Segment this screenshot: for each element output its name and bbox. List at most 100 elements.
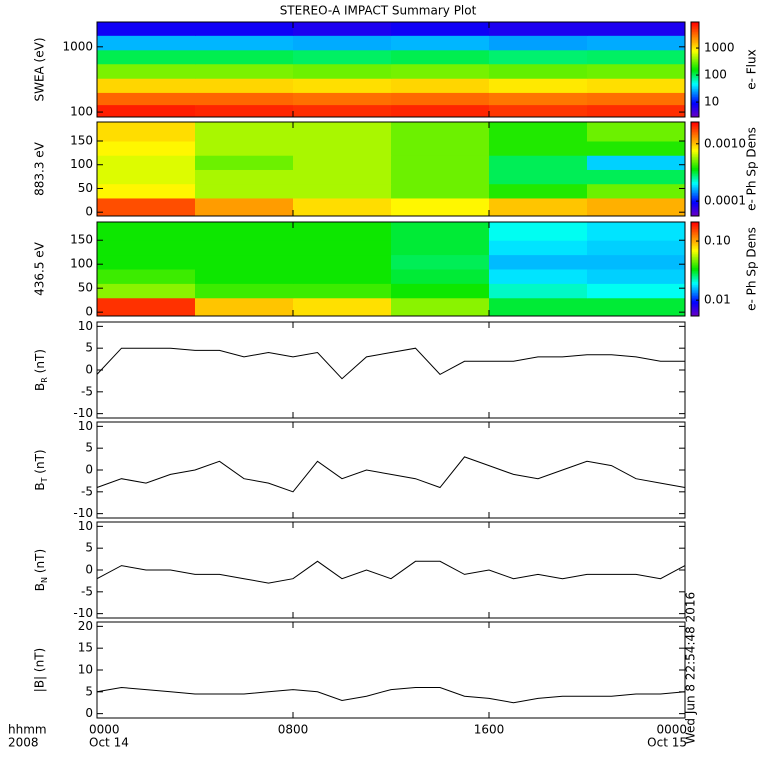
colorbar-step <box>691 136 699 139</box>
y-tick-label: 150 <box>70 233 93 247</box>
y-tick-label: -5 <box>81 484 93 498</box>
colorbar-step <box>691 44 699 47</box>
heat-cell <box>293 169 392 185</box>
colorbar-step <box>691 183 699 186</box>
colorbar-step <box>691 162 699 165</box>
colorbar-step <box>691 212 699 215</box>
colorbar-step <box>691 71 699 74</box>
heat-cell <box>195 63 294 79</box>
heat-cell <box>293 297 392 317</box>
heat-cell <box>489 140 588 156</box>
colorbar-step <box>691 211 699 214</box>
y-label-sub: T <box>40 477 49 483</box>
heat-cell <box>97 222 196 241</box>
colorbar-step <box>691 170 699 173</box>
heat-cell <box>489 78 588 93</box>
y-tick-label: 0 <box>85 305 93 319</box>
colorbar-label: e- Ph Sp Dens <box>745 227 759 311</box>
colorbar-step <box>691 258 699 261</box>
y-tick-label: 50 <box>78 181 93 195</box>
colorbar-step <box>691 47 699 50</box>
heat-cell <box>489 92 588 106</box>
heat-cell <box>587 22 686 36</box>
colorbar-frame <box>690 121 700 217</box>
colorbar-step <box>691 283 699 286</box>
y-tick-label: 5 <box>85 541 93 555</box>
colorbar-step <box>691 150 699 153</box>
colorbar-step <box>691 200 699 203</box>
heat-cell <box>391 92 490 106</box>
heat-cell <box>587 92 686 106</box>
y-label-main: B <box>33 482 47 490</box>
heat-cell <box>489 155 588 170</box>
heat-cell <box>195 297 294 317</box>
heat-cell <box>97 254 196 270</box>
y-tick-label: 100 <box>70 157 93 171</box>
y-axis-label: BT (nT) <box>33 449 49 490</box>
colorbar-step <box>691 122 699 125</box>
heat-cell <box>293 78 392 93</box>
y-label-main: B <box>33 583 47 591</box>
heat-cell <box>293 122 392 142</box>
y-tick-label: 10 <box>78 663 93 677</box>
heat-cell <box>489 169 588 185</box>
y-tick-label: 15 <box>78 641 93 655</box>
colorbar-step <box>691 39 699 42</box>
y-axis-label: |B| (nT) <box>33 648 47 692</box>
colorbar-step <box>691 90 699 93</box>
colorbar-step <box>691 275 699 278</box>
heat-cell <box>195 49 294 65</box>
heat-cell <box>587 49 686 65</box>
colorbar-step <box>691 311 699 314</box>
colorbar-step <box>691 105 699 108</box>
colorbar-step <box>691 93 699 96</box>
colorbar-step <box>691 254 699 257</box>
panel-frame <box>96 121 686 217</box>
colorbar-step <box>691 34 699 37</box>
colorbar-label: e- Flux <box>745 49 759 89</box>
colorbar-step <box>691 36 699 39</box>
colorbar-step <box>691 205 699 208</box>
heat-cell <box>587 169 686 185</box>
colorbar-step <box>691 98 699 101</box>
heat-cell <box>587 222 686 241</box>
colorbar-step <box>691 201 699 204</box>
colorbar-step <box>691 142 699 145</box>
colorbar-tick-label: 0.10 <box>704 234 731 248</box>
colorbar-step <box>691 251 699 254</box>
colorbar-step <box>691 223 699 226</box>
colorbar-step <box>691 309 699 312</box>
colorbar-step <box>691 104 699 107</box>
heat-cell <box>195 283 294 299</box>
colorbar-step <box>691 169 699 172</box>
colorbar-step <box>691 154 699 157</box>
y-label-unit: (nT) <box>33 449 47 473</box>
heat-cell <box>195 169 294 185</box>
colorbar-step <box>691 28 699 31</box>
colorbar-step <box>691 186 699 189</box>
colorbar-step <box>691 232 699 236</box>
colorbar-step <box>691 61 699 64</box>
colorbar-step <box>691 192 699 195</box>
x-date-label: Oct 15 <box>647 736 687 750</box>
heat-cell <box>587 297 686 317</box>
colorbar-step <box>691 256 699 259</box>
colorbar-step <box>691 101 699 104</box>
colorbar-step <box>691 208 699 211</box>
colorbar-step <box>691 184 699 187</box>
heat-cell <box>391 122 490 142</box>
heat-cell <box>97 104 196 118</box>
x-tick-label: 0000 <box>656 723 687 737</box>
colorbar-step <box>691 113 699 116</box>
colorbar-step <box>691 26 699 29</box>
colorbar-step <box>691 303 699 306</box>
colorbar-step <box>691 278 699 281</box>
y-axis-label: 883.3 eV <box>33 141 47 196</box>
heat-cell <box>489 49 588 65</box>
colorbar-step <box>691 209 699 212</box>
heat-cell <box>489 254 588 270</box>
colorbar-step <box>691 272 699 275</box>
plot-title: STEREO-A IMPACT Summary Plot <box>280 4 477 18</box>
heat-cell <box>293 269 392 284</box>
colorbar-step <box>691 245 699 248</box>
